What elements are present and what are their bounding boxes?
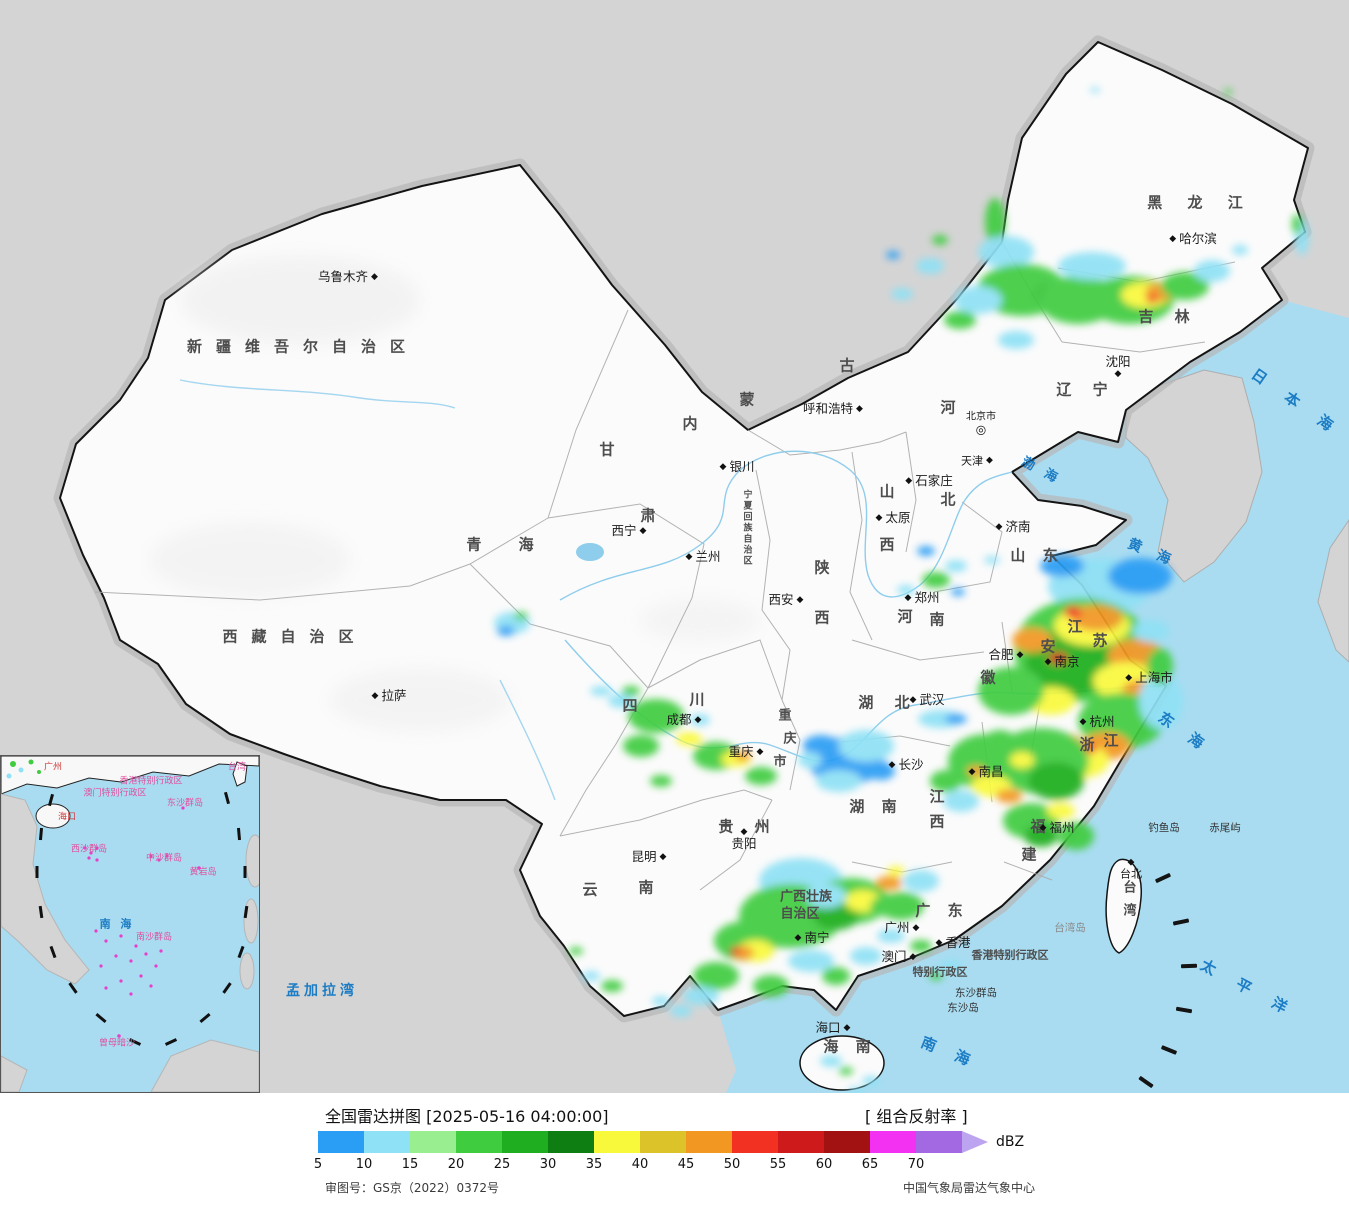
legend-panel: 全国雷达拼图 [2025-05-16 04:00:00] [ 组合反射率 ] d… bbox=[0, 1093, 1349, 1208]
taiwan-island bbox=[1105, 858, 1142, 954]
scale-tick: 65 bbox=[861, 1157, 879, 1172]
inset-label: 澳门特别行政区 bbox=[83, 788, 147, 799]
scale-segment bbox=[410, 1131, 456, 1153]
color-scale-bar bbox=[318, 1131, 962, 1153]
scale-segment bbox=[548, 1131, 594, 1153]
map-credit: 中国气象局雷达气象中心 bbox=[903, 1181, 1036, 1195]
inset-coast-land bbox=[1, 756, 259, 795]
map-license: 审图号：GS京（2022）0372号 bbox=[325, 1181, 499, 1195]
south-china-sea-inset: 广州香港特别行政区 澳门特别行政区 台湾海口 东沙群岛西沙群岛中沙群岛 黄岩岛南 海南沙… bbox=[0, 755, 260, 1093]
scale-tick: 25 bbox=[493, 1157, 511, 1172]
scale-tick: 5 bbox=[313, 1157, 323, 1172]
inset-label: 台湾 bbox=[227, 762, 247, 773]
scale-tick: 10 bbox=[355, 1157, 373, 1172]
inset-label: 曾母暗沙 bbox=[98, 1038, 136, 1049]
inset-label: 东沙群岛 bbox=[166, 798, 204, 809]
scale-tick: 50 bbox=[723, 1157, 741, 1172]
scale-tick: 20 bbox=[447, 1157, 465, 1172]
scale-tick: 60 bbox=[815, 1157, 833, 1172]
japan-sliver bbox=[1317, 519, 1349, 663]
scale-tick: 70 bbox=[907, 1157, 925, 1172]
inset-vietnam bbox=[1, 793, 90, 985]
inset-malay bbox=[1, 1055, 28, 1092]
map-title: 全国雷达拼图 [2025-05-16 04:00:00] bbox=[325, 1107, 609, 1126]
scale-segment bbox=[456, 1131, 502, 1153]
inset-hainan bbox=[35, 803, 71, 829]
scale-segment bbox=[502, 1131, 548, 1153]
china-basemap bbox=[53, 35, 1349, 1093]
radar-map: 黑 龙 江吉 林辽 宁新疆维吾尔自治区内蒙古甘肃青 海西藏自治区四川云南贵 州重… bbox=[0, 0, 1349, 1093]
inset-label: 海口 bbox=[57, 812, 77, 823]
inset-label: 黄岩岛 bbox=[189, 867, 217, 878]
inset-label: 香港特别行政区 bbox=[119, 776, 183, 787]
inset-basemap bbox=[1, 756, 259, 1092]
radar-echo-layer bbox=[494, 87, 1309, 1093]
scale-segment bbox=[318, 1131, 364, 1153]
scale-segment bbox=[364, 1131, 410, 1153]
inset-borneo bbox=[150, 1039, 259, 1092]
scale-tick: 15 bbox=[401, 1157, 419, 1172]
scale-tick: 35 bbox=[585, 1157, 603, 1172]
hainan-island bbox=[799, 1035, 885, 1091]
scale-segment bbox=[686, 1131, 732, 1153]
scale-segment bbox=[870, 1131, 916, 1153]
inset-label: 广州 bbox=[43, 762, 63, 773]
inset-philippines bbox=[239, 952, 255, 990]
scale-arrow bbox=[962, 1131, 988, 1153]
korea-peninsula bbox=[1125, 369, 1263, 583]
scale-ticks: 5 10 15 20 25 30 35 40 45 50 55 60 65 70 bbox=[314, 1157, 978, 1173]
scale-tick: 45 bbox=[677, 1157, 695, 1172]
qinghai-lake bbox=[576, 543, 604, 561]
scale-segment bbox=[824, 1131, 870, 1153]
inset-echo-bits bbox=[6, 759, 41, 779]
scale-segment bbox=[778, 1131, 824, 1153]
scale-tick: 40 bbox=[631, 1157, 649, 1172]
inset-philippines bbox=[243, 898, 259, 944]
maritime-dash-line bbox=[1138, 873, 1198, 1088]
scale-unit: dBZ bbox=[996, 1134, 1025, 1150]
inset-philippines bbox=[245, 834, 259, 888]
scale-tick: 55 bbox=[769, 1157, 787, 1172]
product-name: [ 组合反射率 ] bbox=[865, 1107, 968, 1126]
inset-taiwan bbox=[232, 761, 248, 787]
inset-label: 南 海 bbox=[99, 917, 135, 931]
inset-island-marks bbox=[83, 806, 201, 1038]
inset-label: 南沙群岛 bbox=[135, 932, 173, 943]
terrain-shading bbox=[150, 255, 760, 732]
scale-segment bbox=[594, 1131, 640, 1153]
scale-tick: 30 bbox=[539, 1157, 557, 1172]
scale-segment bbox=[916, 1131, 962, 1153]
scale-segment bbox=[732, 1131, 778, 1153]
scale-segment bbox=[640, 1131, 686, 1153]
inset-label: 西沙群岛 bbox=[70, 844, 108, 855]
inset-nine-dash-line bbox=[35, 791, 249, 1046]
inset-label: 中沙群岛 bbox=[145, 853, 183, 864]
